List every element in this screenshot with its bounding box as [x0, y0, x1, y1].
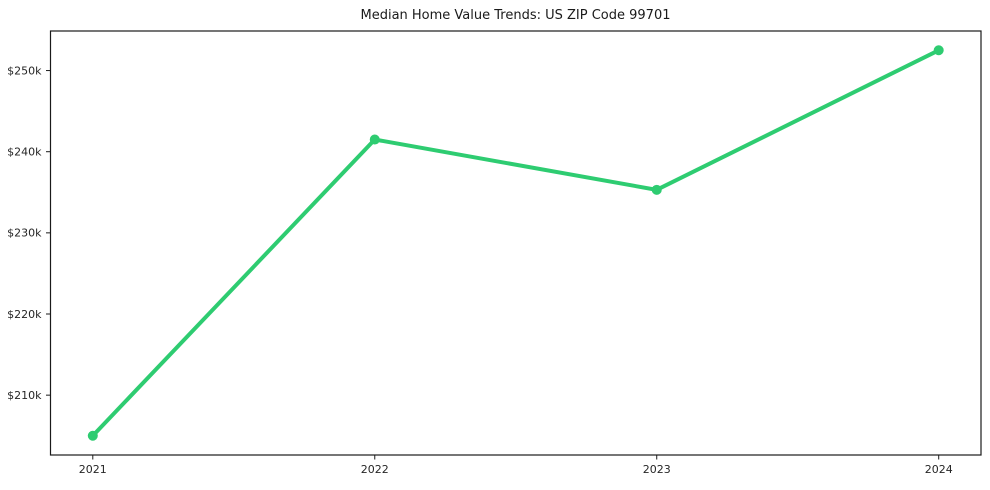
y-tick-label: $210k	[7, 389, 42, 402]
plot-frame	[49, 30, 982, 456]
y-tick-label: $220k	[7, 308, 42, 321]
data-line	[90, 48, 941, 438]
x-tick-label: 2023	[643, 463, 671, 476]
y-tick-label: $240k	[7, 146, 42, 159]
x-tick-label: 2021	[79, 463, 107, 476]
data-point-marker	[369, 134, 380, 145]
x-tick-label: 2024	[925, 463, 953, 476]
data-point-marker	[933, 45, 944, 56]
chart-title: Median Home Value Trends: US ZIP Code 99…	[360, 8, 671, 23]
x-tick-label: 2022	[361, 463, 389, 476]
y-tick-label: $250k	[7, 64, 42, 77]
data-point-marker	[651, 184, 662, 195]
y-tick-label: $230k	[7, 227, 42, 240]
data-point-marker	[87, 430, 98, 441]
